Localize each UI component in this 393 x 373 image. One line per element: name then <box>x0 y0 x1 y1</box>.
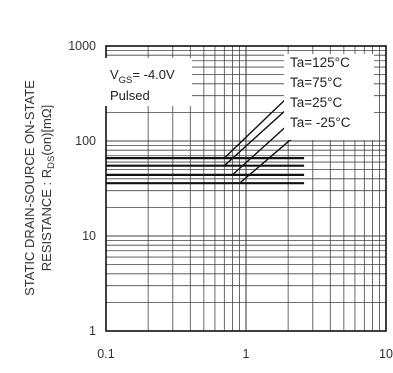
series-label: Ta=75°C <box>290 75 343 90</box>
conditions-box: VGS= -4.0V Pulsed <box>104 58 192 106</box>
y-tick-label: 1000 <box>68 39 96 53</box>
legend-background <box>284 54 374 140</box>
y-tick-label: 1 <box>89 324 96 338</box>
y-tick-label: 10 <box>82 229 96 243</box>
y-axis-label-line2: RESISTANCE : RDS(on)[mΩ] <box>39 105 57 271</box>
series-label: Ta= -25°C <box>290 115 351 130</box>
y-axis-label-line1: STATIC DRAIN-SOURCE ON-STATE <box>22 80 37 296</box>
pulsed-condition: Pulsed <box>110 88 150 103</box>
vgs-condition: VGS= -4.0V <box>110 67 175 86</box>
y-tick-labels: 1 10 100 1000 <box>68 39 96 338</box>
x-tick-label: 10 <box>379 347 393 361</box>
y-tick-label: 100 <box>75 134 96 148</box>
plot-frame <box>105 45 387 332</box>
series-label: Ta=25°C <box>290 95 343 110</box>
x-tick-labels: 0.1 1 10 <box>97 347 393 361</box>
x-tick-label: 1 <box>243 347 250 361</box>
x-tick-label: 0.1 <box>97 347 114 361</box>
series-labels: Ta=125°C Ta=75°C Ta=25°C Ta= -25°C <box>290 55 351 130</box>
series-label: Ta=125°C <box>290 55 350 70</box>
y-axis-label: STATIC DRAIN-SOURCE ON-STATE RESISTANCE … <box>22 80 57 296</box>
